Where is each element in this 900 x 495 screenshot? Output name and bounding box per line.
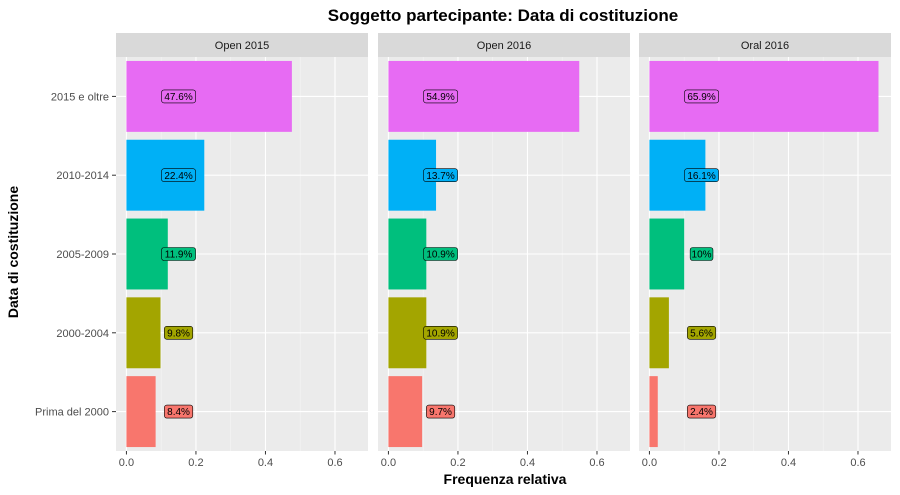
data-label: 47.6% bbox=[164, 92, 192, 103]
x-tick-label: 0.0 bbox=[642, 457, 657, 469]
data-label-box bbox=[689, 247, 714, 261]
data-label-box bbox=[423, 325, 458, 340]
y-tick-label: 2015 e oltre bbox=[51, 91, 109, 103]
data-label: 11.9% bbox=[165, 250, 193, 261]
bar bbox=[649, 60, 879, 132]
data-label-box bbox=[687, 404, 717, 419]
bar bbox=[649, 376, 658, 448]
data-label-box bbox=[426, 404, 456, 419]
data-label-box bbox=[164, 325, 194, 340]
data-label: 13.7% bbox=[426, 171, 454, 182]
data-label: 9.7% bbox=[429, 407, 452, 418]
bar bbox=[126, 297, 161, 369]
y-axis-title: Data di costituzione bbox=[5, 186, 21, 318]
data-label: 10.9% bbox=[426, 328, 454, 339]
data-label-box bbox=[423, 89, 458, 104]
data-label-box bbox=[687, 325, 717, 340]
data-label: 10.9% bbox=[426, 250, 454, 261]
data-label-box bbox=[684, 168, 719, 182]
x-tick-label: 0.2 bbox=[188, 457, 203, 469]
panel-strip-label: Open 2015 bbox=[215, 40, 269, 52]
bar bbox=[126, 60, 292, 132]
y-tick-label: Prima del 2000 bbox=[35, 407, 109, 419]
bar bbox=[388, 60, 580, 132]
data-label-box bbox=[161, 89, 196, 104]
y-axis: 2015 e oltre 2010-2014 2005-2009 2000-2004 P… bbox=[35, 91, 116, 419]
data-label: 8.4% bbox=[167, 407, 190, 418]
bar bbox=[126, 376, 156, 448]
panel-open-2015: Open 2015 47.6% 22.4% 11.9% 9.8% 8.4% 0.0 0.2 0.… bbox=[116, 33, 368, 469]
data-label-box bbox=[161, 247, 196, 261]
x-tick-label: 0.0 bbox=[381, 457, 396, 469]
panel-oral-2016: Oral 2016 65.9% 16.1% 10% 5.6% 2.4% 0.0 0.2 0.4 0… bbox=[639, 33, 891, 469]
y-tick-label: 2005-2009 bbox=[56, 249, 109, 261]
x-tick-label: 0.2 bbox=[450, 457, 465, 469]
data-label: 2.4% bbox=[690, 407, 713, 418]
x-tick-label: 0.0 bbox=[119, 457, 134, 469]
chart-panels: Open 2015 47.6% 22.4% 11.9% 9.8% 8.4% 0.0 0.2 0.… bbox=[116, 33, 891, 469]
data-label-box bbox=[684, 89, 719, 104]
bar bbox=[388, 376, 423, 448]
bar bbox=[649, 297, 669, 369]
panel-strip bbox=[116, 33, 368, 57]
data-label: 10% bbox=[692, 250, 712, 261]
bar bbox=[388, 218, 427, 290]
panel-strip bbox=[378, 33, 630, 57]
data-label: 65.9% bbox=[687, 92, 715, 103]
data-label: 54.9% bbox=[426, 92, 454, 103]
x-tick-label: 0.2 bbox=[711, 457, 726, 469]
y-tick-label: 2010-2014 bbox=[56, 170, 109, 182]
x-tick-label: 0.6 bbox=[850, 457, 865, 469]
panel-strip bbox=[639, 33, 891, 57]
data-label: 16.1% bbox=[687, 171, 715, 182]
bar bbox=[649, 218, 685, 290]
x-tick-label: 0.4 bbox=[520, 457, 535, 469]
panel-open-2016: Open 2016 54.9% 13.7% 10.9% 10.9% 9.7% 0.0 0.2 0… bbox=[378, 33, 630, 469]
data-label-box bbox=[423, 247, 458, 261]
data-label-box bbox=[161, 168, 196, 182]
panel-strip-label: Open 2016 bbox=[477, 40, 531, 52]
x-tick-label: 0.6 bbox=[327, 457, 342, 469]
x-axis-title: Frequenza relativa bbox=[444, 471, 567, 487]
x-tick-label: 0.4 bbox=[781, 457, 796, 469]
data-label: 22.4% bbox=[164, 171, 192, 182]
x-tick-label: 0.6 bbox=[589, 457, 604, 469]
chart-title: Soggetto partecipante: Data di costituzi… bbox=[328, 6, 678, 25]
data-label: 5.6% bbox=[690, 328, 713, 339]
panel-strip-label: Oral 2016 bbox=[741, 40, 789, 52]
bar bbox=[126, 218, 168, 290]
data-label-box bbox=[423, 168, 458, 182]
data-label-box bbox=[164, 404, 194, 419]
data-label: 9.8% bbox=[167, 328, 190, 339]
x-tick-label: 0.4 bbox=[258, 457, 273, 469]
y-tick-label: 2000-2004 bbox=[56, 328, 109, 340]
bar bbox=[388, 297, 427, 369]
